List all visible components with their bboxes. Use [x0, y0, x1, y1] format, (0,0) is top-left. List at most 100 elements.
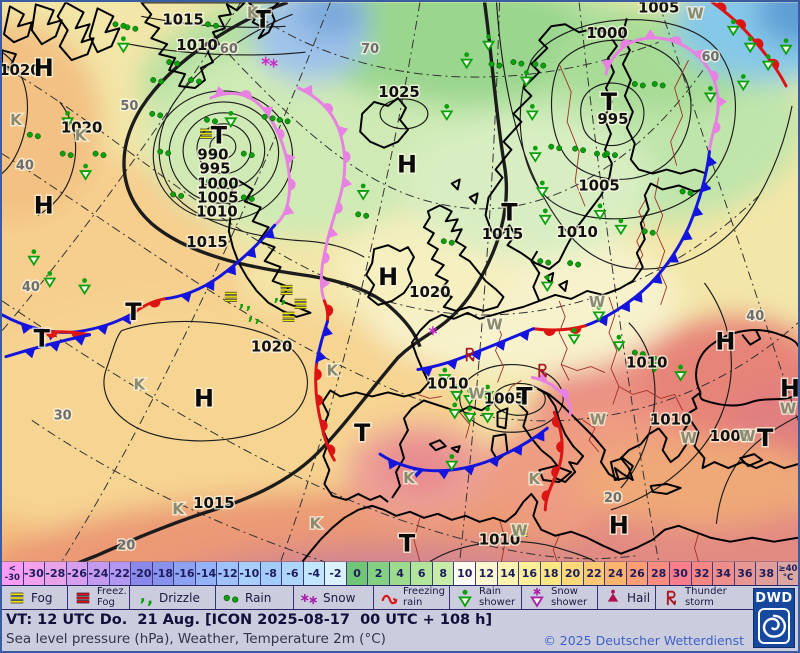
rain-icon — [240, 150, 255, 159]
rain-icon — [223, 594, 239, 603]
rain-icon — [240, 194, 255, 202]
scale-cell: 0 — [346, 562, 369, 585]
airmass-label: W — [468, 384, 484, 402]
pressure-center-high: H — [34, 54, 54, 82]
warm-front — [133, 297, 166, 314]
occluded-front — [297, 86, 347, 303]
pressure-center-high: H — [34, 191, 54, 219]
pressure-center-low: T — [516, 382, 533, 410]
pressure-center-high: H — [397, 151, 417, 179]
pressure-label: 1005 — [484, 389, 525, 407]
legend-label: Snow shower — [551, 586, 588, 608]
freezing-fog-icon — [76, 592, 90, 603]
rain-icon — [572, 145, 587, 154]
scale-cell: -26 — [66, 562, 89, 585]
fog-icon — [10, 592, 24, 603]
rain-icon — [567, 260, 582, 268]
fog-icon — [280, 284, 293, 296]
fog-icon — [200, 128, 212, 139]
rain-icon — [355, 211, 370, 219]
shower-icon — [779, 38, 793, 56]
pressure-label: 1005 — [578, 176, 620, 194]
rain-icon — [205, 21, 219, 29]
occluded-front — [530, 376, 572, 416]
shower-icon — [761, 54, 775, 72]
fronts — [2, 2, 788, 512]
pressure-label: 1015 — [482, 225, 524, 243]
shower-icon — [463, 388, 477, 406]
shower-icon — [593, 203, 607, 221]
scale-cell: -10 — [239, 562, 261, 585]
rain-icon — [641, 228, 656, 236]
scale-cell: 6 — [411, 562, 433, 585]
pressure-label: 1020 — [251, 338, 293, 356]
scale-cell: -24 — [88, 562, 110, 585]
scale-cell: 18 — [540, 562, 563, 585]
scale-cell: -30 — [23, 562, 46, 585]
shower-icon — [460, 52, 474, 70]
pressure-center-high: H — [715, 328, 735, 356]
freezing-rain-icon — [381, 594, 398, 604]
shower-icon — [703, 86, 718, 104]
dwd-logo: DWD — [753, 588, 795, 648]
latitude-label: 50 — [120, 99, 138, 114]
shower-icon — [648, 355, 662, 373]
pressure-label: 1010 — [626, 354, 668, 372]
airmass-label: W — [511, 522, 527, 540]
pressure-label: 1015 — [193, 494, 235, 512]
pressure-label: 1010 — [479, 531, 521, 549]
rain-icon — [124, 24, 139, 32]
snow-icon — [300, 593, 318, 604]
snow-icon — [428, 326, 438, 336]
map-canvas: ,,,,, ,1015101010201020102599099510001005… — [2, 2, 798, 562]
scale-cell: 14 — [497, 562, 520, 585]
scale-cell: 12 — [476, 562, 498, 585]
pressure-center-low: T — [125, 298, 142, 326]
scale-cell: -20 — [131, 562, 153, 585]
fog-icon — [282, 311, 295, 322]
rain-icon — [440, 238, 455, 246]
scale-cell: 22 — [583, 562, 606, 585]
legend-label: Drizzle — [159, 590, 200, 605]
shower-icon — [438, 367, 452, 385]
airmass-label: K — [327, 362, 339, 380]
rain-icon — [604, 150, 618, 159]
shower-icon — [450, 384, 464, 402]
cold-front — [631, 150, 711, 301]
rain-shower-icon — [458, 589, 472, 608]
pressure-label: 1010 — [556, 223, 598, 241]
thunder-icon — [465, 347, 475, 362]
latitude-label: 70 — [361, 42, 379, 57]
pressure-label: 1000 — [197, 174, 239, 192]
pressure-center-low: T — [501, 198, 518, 226]
rain-icon — [631, 349, 646, 358]
latitude-label: 60 — [701, 50, 719, 65]
scale-cell: -6 — [282, 562, 304, 585]
scale-cell: -14 — [195, 562, 218, 585]
airmass-label: W — [680, 429, 696, 447]
shower-icon — [463, 406, 477, 424]
rain-icon — [188, 77, 202, 85]
legend-item-snow: Snow — [294, 586, 374, 609]
latitude-label: 20 — [604, 491, 622, 506]
airmass-label: K — [75, 127, 87, 145]
rain-icon — [26, 131, 41, 140]
drizzle-icon: ,, — [274, 287, 287, 307]
svg-text:,: , — [239, 293, 245, 311]
airmass-label: K — [310, 515, 322, 533]
shower-icon — [614, 218, 628, 236]
hail-icon — [607, 589, 619, 602]
freezing-fog-icon — [76, 592, 90, 603]
scale-cell: 2 — [368, 562, 390, 585]
airmass-label: K — [403, 469, 415, 487]
pressure-label: 1020 — [409, 283, 451, 301]
shower-icon — [224, 110, 238, 128]
fog-icon — [10, 592, 24, 603]
hail-icon — [607, 589, 619, 602]
temperature-scale: < -30 -30 -28 -26 -24 -22 -20 -18 -16 -14 -12 -10 -8-… — [2, 562, 798, 586]
scale-cell: < -30 — [2, 562, 24, 585]
legend-label: Rain — [245, 590, 272, 605]
shower-icon — [458, 589, 472, 608]
svg-text:,: , — [255, 308, 261, 326]
